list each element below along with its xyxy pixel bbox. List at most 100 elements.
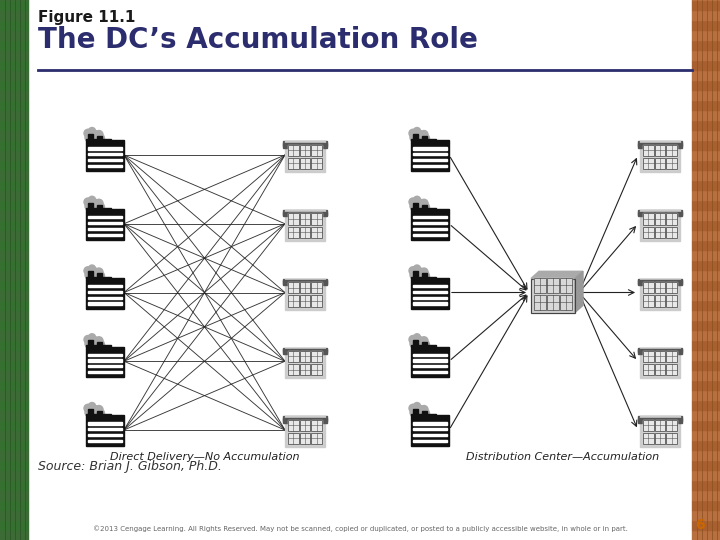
Bar (300, 364, 310, 375)
Bar (413, 272, 418, 280)
Bar (413, 434, 447, 436)
Bar (413, 153, 447, 156)
Circle shape (84, 267, 92, 275)
Circle shape (84, 198, 92, 206)
Bar (692, 390, 720, 400)
Bar (97, 205, 102, 212)
Circle shape (414, 130, 424, 140)
Bar (436, 209, 449, 212)
Bar (640, 141, 680, 172)
Bar (86, 139, 99, 143)
Bar (300, 213, 310, 225)
Bar (300, 420, 310, 431)
Bar (423, 345, 436, 349)
Bar (692, 220, 720, 230)
Bar (654, 213, 665, 225)
Bar (300, 226, 310, 238)
Circle shape (420, 409, 430, 418)
Bar (88, 222, 122, 224)
Bar (288, 364, 299, 375)
Circle shape (89, 265, 96, 272)
Bar (692, 130, 720, 140)
Bar (300, 351, 310, 362)
Bar (97, 136, 102, 143)
Bar (285, 141, 325, 172)
Bar (413, 233, 447, 236)
Bar (666, 158, 677, 169)
Bar (666, 420, 677, 431)
Bar (0, 30, 28, 40)
Bar (285, 210, 325, 241)
Circle shape (420, 272, 430, 280)
Bar (311, 364, 322, 375)
Bar (0, 260, 28, 270)
Bar (0, 390, 28, 400)
Bar (0, 490, 28, 500)
Bar (411, 280, 449, 308)
Circle shape (89, 268, 99, 278)
Bar (436, 278, 449, 280)
Bar (692, 520, 720, 530)
Bar (112, 140, 124, 143)
Bar (88, 302, 122, 305)
Circle shape (420, 340, 430, 349)
Bar (643, 213, 654, 225)
Bar (283, 210, 327, 215)
Circle shape (410, 132, 420, 143)
Bar (638, 349, 682, 354)
Bar (413, 147, 447, 150)
Bar (692, 350, 720, 360)
Bar (654, 364, 665, 375)
Bar (86, 349, 124, 377)
Circle shape (89, 402, 96, 409)
Bar (311, 420, 322, 431)
Bar (654, 420, 665, 431)
Bar (666, 364, 677, 375)
Bar (411, 276, 423, 280)
Bar (654, 282, 665, 293)
Bar (666, 158, 677, 169)
Bar (0, 210, 28, 220)
Bar (0, 120, 28, 130)
Circle shape (95, 131, 103, 139)
Bar (413, 285, 447, 287)
Circle shape (414, 199, 424, 209)
Bar (692, 460, 720, 470)
Circle shape (89, 199, 99, 209)
Bar (692, 310, 720, 320)
Bar (300, 295, 310, 307)
Bar (413, 302, 447, 305)
Bar (547, 294, 559, 309)
Bar (411, 139, 423, 143)
Bar (666, 295, 677, 307)
Bar (643, 420, 654, 431)
Text: 6: 6 (696, 518, 705, 532)
Bar (88, 159, 122, 161)
Bar (288, 295, 299, 307)
Bar (99, 345, 112, 349)
Bar (643, 295, 654, 307)
Bar (311, 213, 322, 225)
Bar (423, 139, 436, 143)
Bar (654, 158, 665, 169)
Circle shape (420, 337, 428, 345)
Bar (88, 371, 122, 373)
Circle shape (420, 199, 428, 207)
Bar (0, 300, 28, 310)
Bar (534, 294, 546, 309)
Bar (300, 351, 310, 362)
Bar (0, 340, 28, 350)
Circle shape (89, 405, 99, 415)
Circle shape (413, 402, 420, 409)
Bar (86, 208, 99, 212)
Bar (0, 20, 28, 30)
Bar (411, 143, 449, 171)
Bar (86, 414, 99, 418)
Bar (547, 278, 559, 293)
Bar (640, 348, 680, 378)
Bar (99, 208, 112, 212)
Bar (0, 320, 28, 330)
Bar (112, 278, 124, 280)
Bar (0, 60, 28, 70)
Bar (643, 420, 654, 431)
